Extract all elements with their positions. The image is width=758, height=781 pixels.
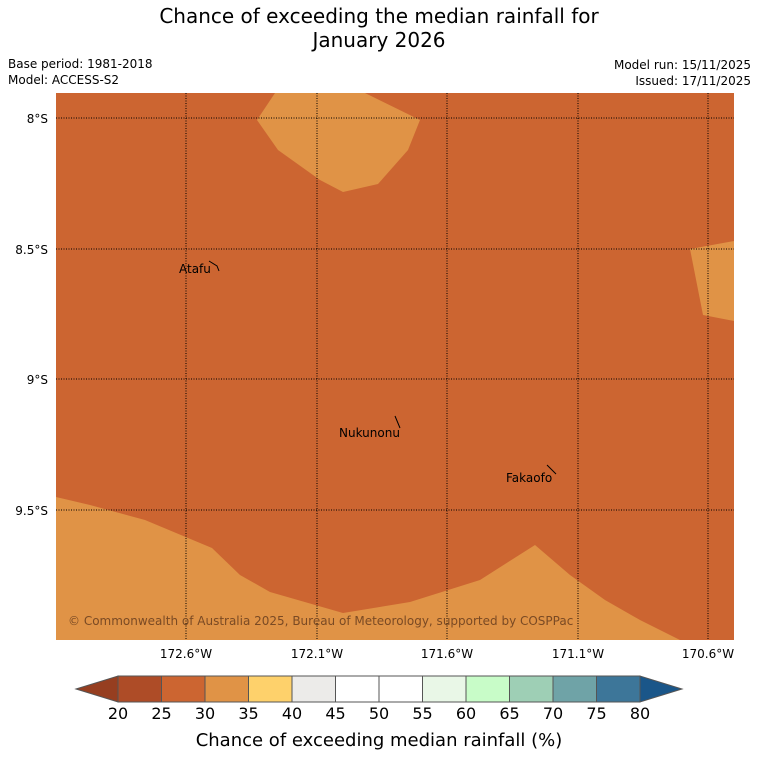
- chart-title: Chance of exceeding the median rainfall …: [0, 4, 758, 52]
- gridlines: [56, 93, 734, 640]
- lon-label-171-1w: 171.1°W: [551, 647, 605, 661]
- colorbar-swatch-10: [552, 675, 597, 703]
- colorbar-swatch-0: [117, 675, 162, 703]
- nukunonu-outline: [394, 415, 401, 429]
- colorbar-swatch-6: [378, 675, 423, 703]
- colorbar-swatch-7: [422, 675, 467, 703]
- lat-label-9-5s: 9.5°S: [15, 504, 48, 518]
- colorbar-tick-55: 55: [412, 704, 433, 723]
- island-outlines: [208, 260, 557, 475]
- lat-label-8s: 8°S: [26, 112, 48, 126]
- title-line-2: January 2026: [312, 28, 446, 52]
- lat-label-9s: 9°S: [26, 373, 48, 387]
- map-region-bottom: [56, 497, 680, 640]
- colorbar-swatch-11: [596, 675, 641, 703]
- model-label: Model: ACCESS-S2: [8, 73, 120, 87]
- colorbar-tick-80: 80: [629, 704, 651, 723]
- model-run-label: Model run: 15/11/2025: [613, 58, 751, 72]
- colorbar-tick-45: 45: [325, 704, 346, 723]
- colorbar-tick-60: 60: [455, 704, 477, 723]
- colorbar-title: Chance of exceeding median rainfall (%): [195, 730, 563, 751]
- lon-label-172-6w: 172.6°W: [159, 647, 213, 661]
- lon-label-172-1w: 172.1°W: [290, 647, 344, 661]
- colorbar-swatch-1: [161, 675, 206, 703]
- title-line-1: Chance of exceeding the median rainfall …: [159, 4, 599, 28]
- colorbar-swatch-5: [335, 675, 380, 703]
- colorbar-over-triangle: [639, 675, 684, 703]
- colorbar-tick-35: 35: [238, 704, 259, 723]
- copyright-notice: © Commonwealth of Australia 2025, Bureau…: [68, 614, 574, 628]
- meta-left: Base period: 1981-2018 Model: ACCESS-S2: [8, 56, 153, 88]
- issued-label: Issued: 17/11/2025: [635, 74, 751, 88]
- place-label-nukunonu: Nukunonu: [339, 426, 400, 440]
- fakaofo-outline: [546, 464, 557, 475]
- lon-label-171-6w: 171.6°W: [420, 647, 474, 661]
- colorbar-swatch-4: [291, 675, 336, 703]
- lon-label-170-6w: 170.6°W: [681, 647, 735, 661]
- colorbar-tick-25: 25: [151, 704, 172, 723]
- atafu-outline: [208, 260, 220, 272]
- colorbar-tick-50: 50: [368, 704, 390, 723]
- colorbar-tick-30: 30: [194, 704, 216, 723]
- colorbar-tick-20: 20: [107, 704, 129, 723]
- place-label-fakaofo: Fakaofo: [506, 471, 553, 485]
- base-period-label: Base period: 1981-2018: [8, 57, 153, 71]
- colorbar-tick-40: 40: [281, 704, 303, 723]
- colorbar-swatch-9: [509, 675, 554, 703]
- colorbar-tick-65: 65: [499, 704, 520, 723]
- colorbar: [74, 675, 684, 703]
- colorbar-under-triangle: [74, 675, 119, 703]
- colorbar-tick-75: 75: [586, 704, 607, 723]
- colorbar-swatch-2: [204, 675, 249, 703]
- colorbar-swatch-3: [248, 675, 293, 703]
- map-region-right: [690, 241, 734, 321]
- colorbar-tick-70: 70: [542, 704, 564, 723]
- colorbar-swatch-8: [465, 675, 510, 703]
- lat-label-8-5s: 8.5°S: [15, 243, 48, 257]
- meta-right: Model run: 15/11/2025 Issued: 17/11/2025: [614, 57, 751, 89]
- place-label-atafu: Atafu: [179, 262, 211, 276]
